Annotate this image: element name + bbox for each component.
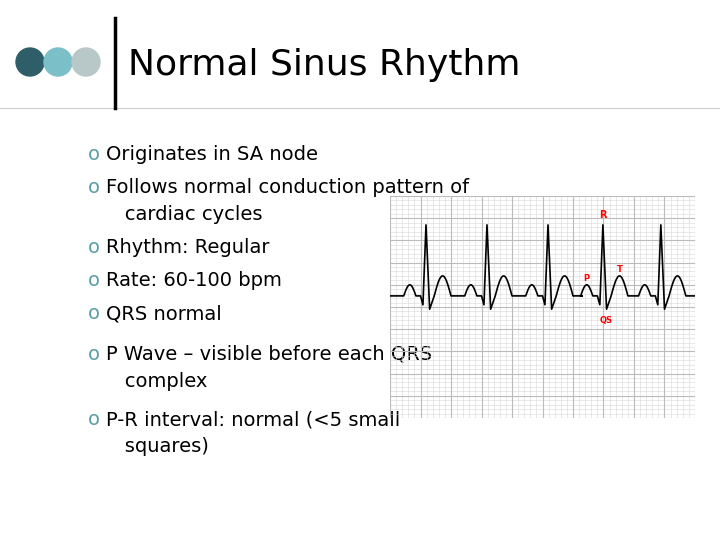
Text: R: R <box>599 211 607 220</box>
Text: Originates in SA node: Originates in SA node <box>106 145 318 164</box>
Text: P Wave – visible before each QRS: P Wave – visible before each QRS <box>106 345 432 364</box>
Text: o: o <box>88 178 100 197</box>
Text: o: o <box>88 304 100 323</box>
Circle shape <box>72 48 100 76</box>
Text: Rhythm: Regular: Rhythm: Regular <box>106 238 269 257</box>
Text: P: P <box>584 274 590 282</box>
Text: o: o <box>88 145 100 164</box>
Text: Normal Sinus Rhythm: Normal Sinus Rhythm <box>128 48 521 82</box>
Text: T: T <box>617 265 624 274</box>
Text: QRS normal: QRS normal <box>106 304 222 323</box>
Text: o: o <box>88 271 100 290</box>
Text: cardiac cycles: cardiac cycles <box>106 205 263 224</box>
Text: P-R interval: normal (<5 small: P-R interval: normal (<5 small <box>106 410 400 429</box>
Text: Rate: 60-100 bpm: Rate: 60-100 bpm <box>106 271 282 290</box>
Text: o: o <box>88 238 100 257</box>
Text: QS: QS <box>600 316 613 325</box>
Circle shape <box>16 48 44 76</box>
Text: squares): squares) <box>106 437 209 456</box>
Text: Follows normal conduction pattern of: Follows normal conduction pattern of <box>106 178 469 197</box>
Text: o: o <box>88 410 100 429</box>
Circle shape <box>44 48 72 76</box>
Text: o: o <box>88 345 100 364</box>
Text: complex: complex <box>106 372 207 391</box>
